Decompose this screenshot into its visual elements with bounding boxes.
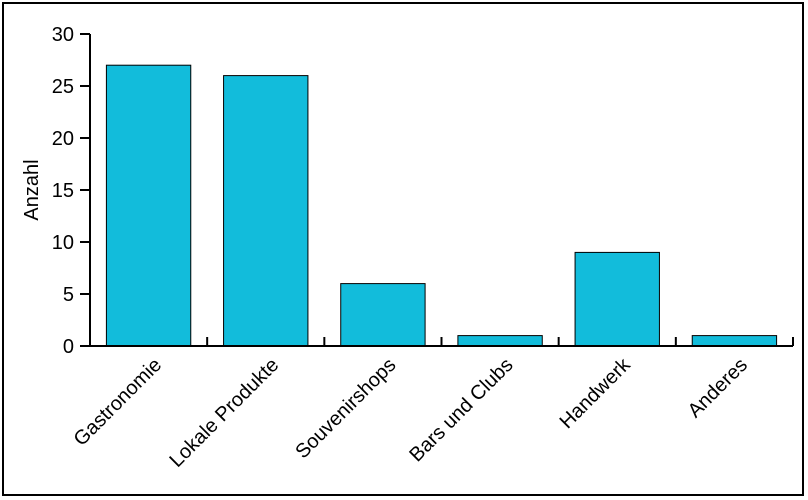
x-tick-label: Gastronomie bbox=[70, 354, 167, 451]
bar-souvenirshops bbox=[340, 283, 426, 347]
bar-chart: 0 5 10 15 20 25 30 Gastronomie Lokale Produkte S… bbox=[21, 24, 794, 472]
y-tick-label: 25 bbox=[52, 76, 74, 98]
bars bbox=[105, 64, 778, 347]
y-axis-ticks: 0 5 10 15 20 25 30 bbox=[52, 24, 90, 358]
bar-lokale-produkte bbox=[223, 75, 309, 347]
x-tick-label: Souvenirshops bbox=[291, 354, 400, 463]
y-tick-label: 30 bbox=[52, 24, 74, 46]
x-tick-label: Handwerk bbox=[556, 353, 636, 433]
x-tick-label: Bars und Clubs bbox=[405, 354, 517, 466]
y-tick-label: 10 bbox=[52, 232, 74, 254]
y-tick-label: 20 bbox=[52, 128, 74, 150]
y-tick-label: 15 bbox=[52, 180, 74, 202]
bar-bars-und-clubs bbox=[457, 335, 543, 347]
bar-gastronomie bbox=[105, 64, 192, 347]
x-tick-label: Anderes bbox=[684, 354, 752, 422]
y-tick-label: 0 bbox=[63, 336, 74, 358]
bar-anderes bbox=[691, 335, 778, 347]
y-tick-label: 5 bbox=[63, 284, 74, 306]
x-tick-label: Lokale Produkte bbox=[166, 354, 284, 472]
y-axis-label: Anzahl bbox=[21, 159, 43, 220]
bar-handwerk bbox=[574, 251, 660, 347]
x-axis-ticks: Gastronomie Lokale Produkte Souvenirshops B… bbox=[70, 337, 794, 472]
